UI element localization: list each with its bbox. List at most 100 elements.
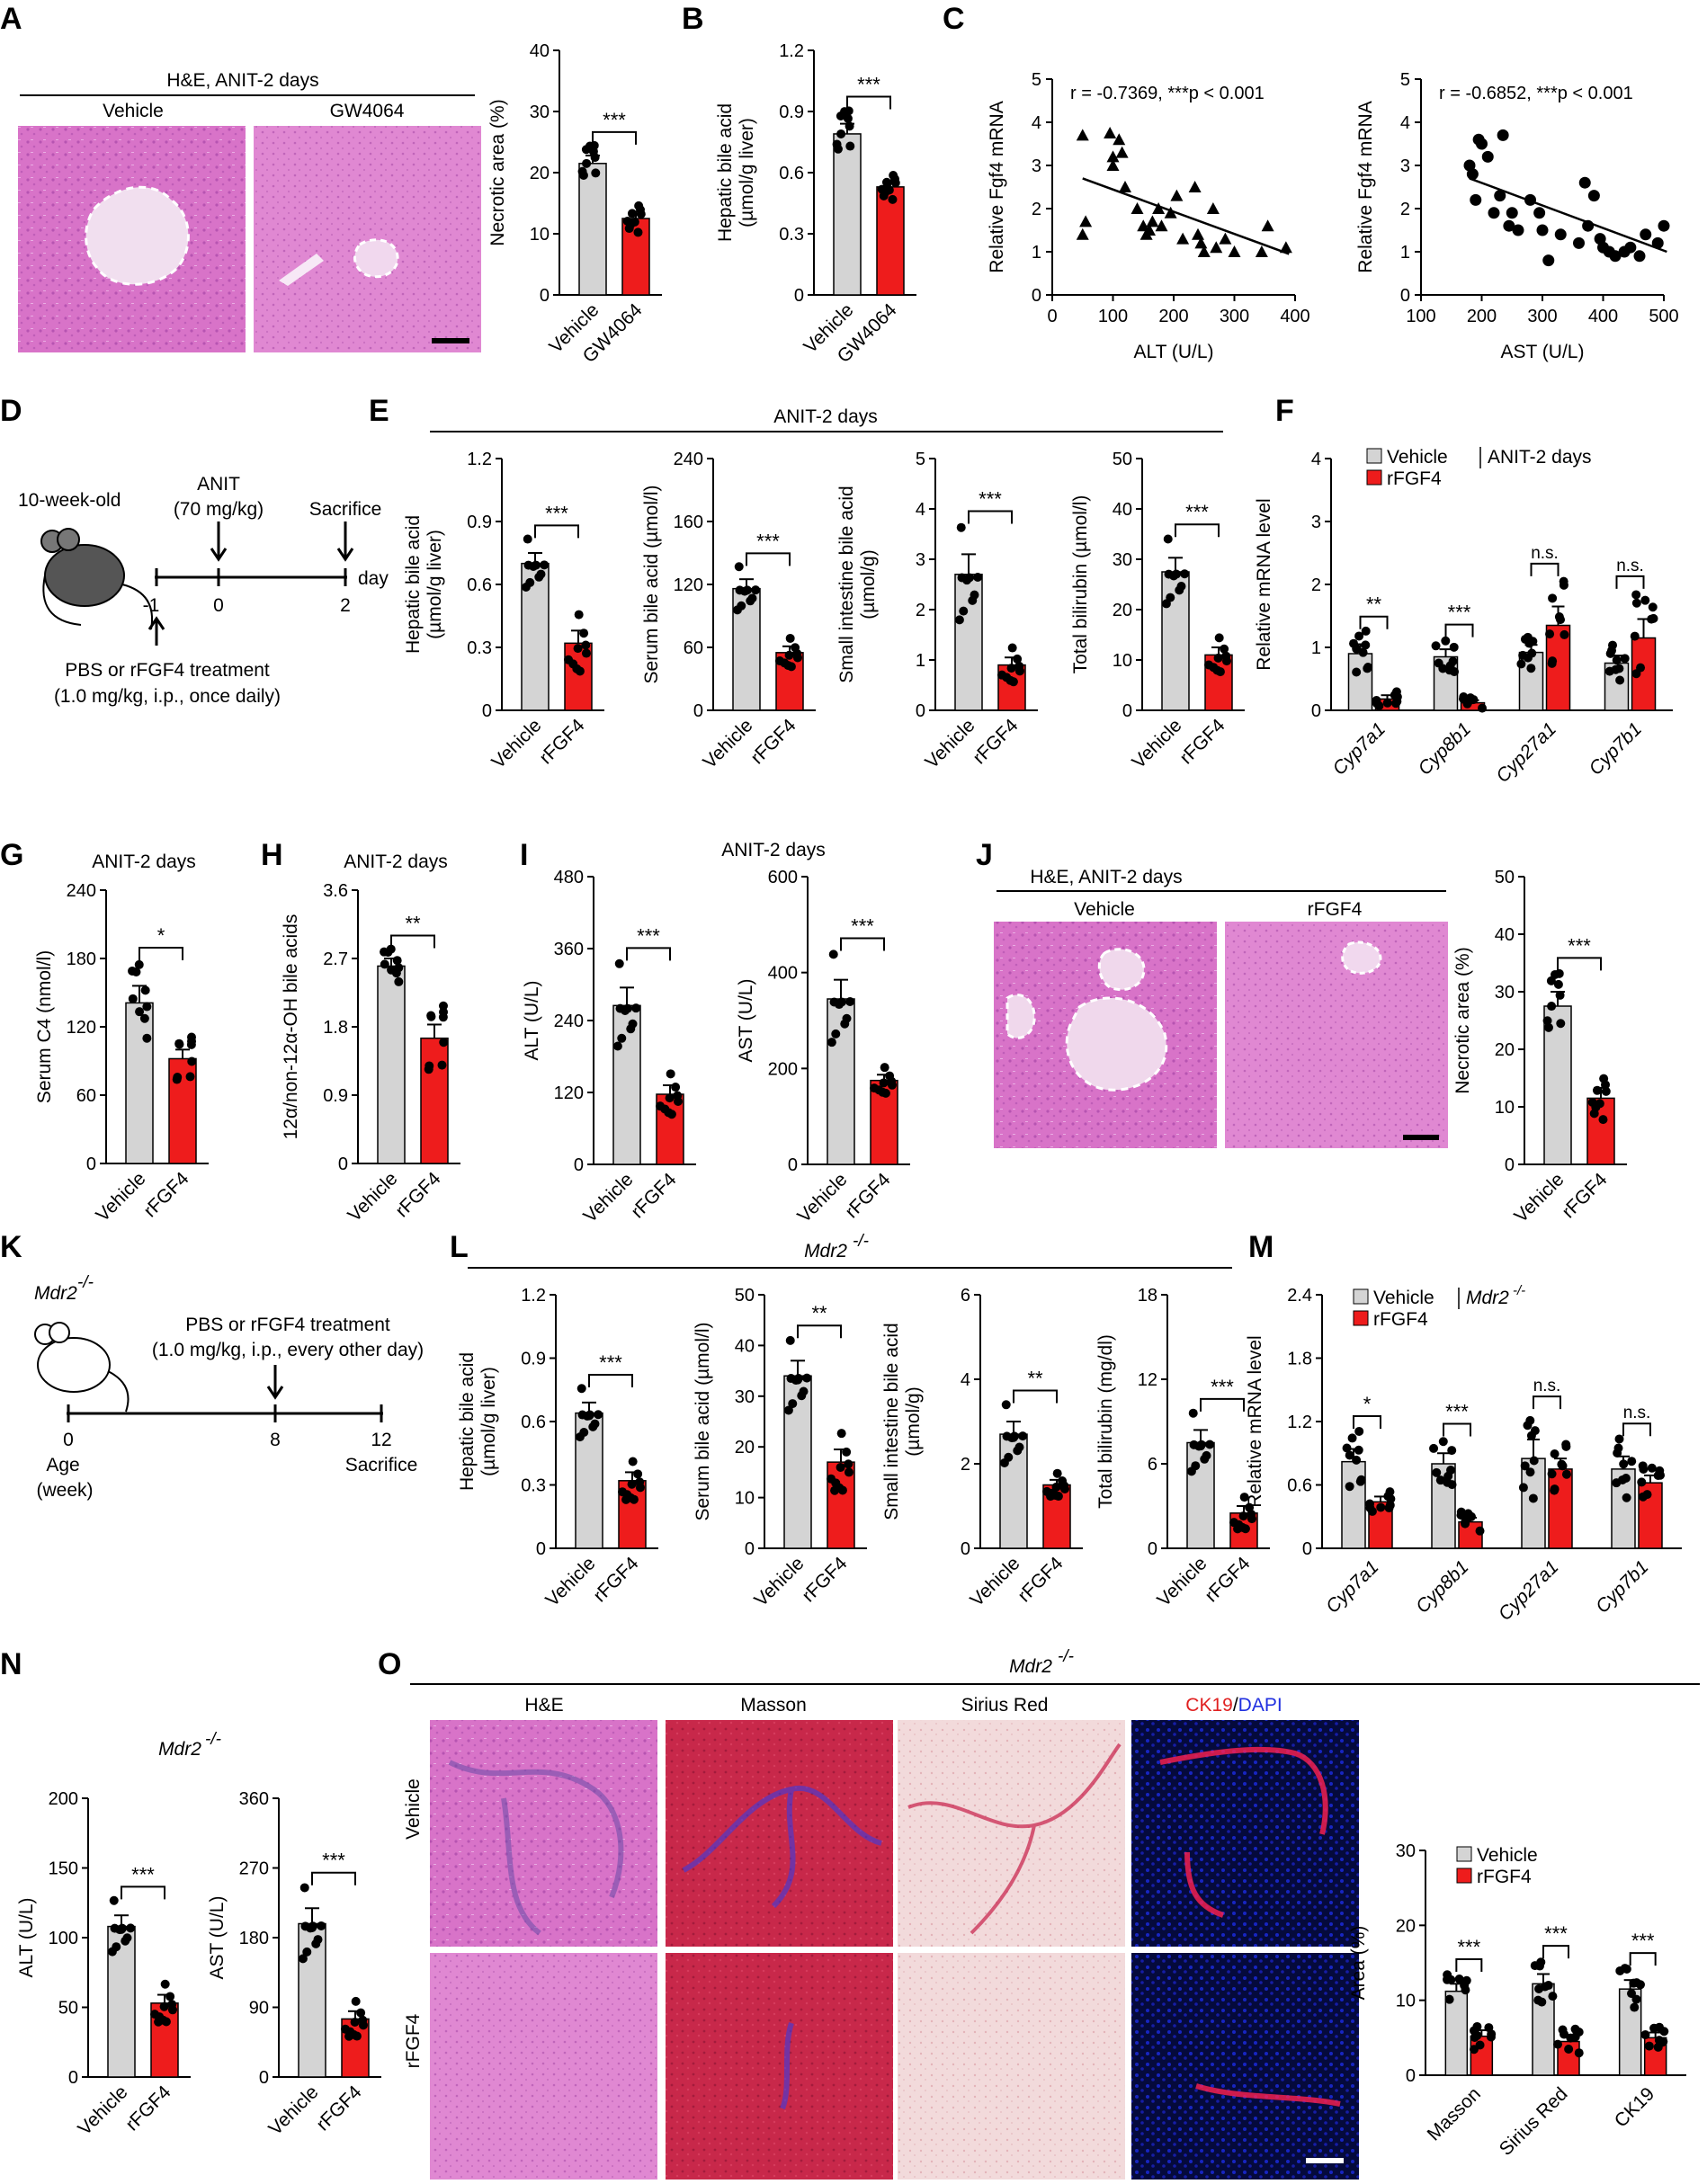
data-point [150, 2010, 160, 2019]
data-point [302, 1947, 312, 1957]
significance-bracket [968, 510, 1013, 524]
data-point [1554, 228, 1567, 241]
data-point [1358, 647, 1368, 657]
y-tick-label: 2 [961, 1455, 970, 1475]
y-tick-label: 270 [239, 1859, 269, 1879]
treatment-dose-label: (1.0 mg/kg, i.p., once daily) [54, 686, 281, 707]
category-label: rFGF4 [312, 2081, 365, 2135]
significance-label: *** [599, 1351, 622, 1374]
data-point [1528, 1493, 1538, 1503]
y-tick-label: 160 [674, 513, 703, 532]
legend-note-sup: -/- [1513, 1283, 1525, 1298]
data-point [1352, 1455, 1362, 1465]
y-tick-label: 240 [554, 1012, 584, 1031]
panel-o-header-text: Mdr2 [1009, 1656, 1052, 1677]
day-unit-label: day [358, 568, 389, 589]
data-point [1631, 598, 1641, 608]
age-unit-label: (week) [36, 1480, 93, 1501]
category-label: Vehicle [92, 1168, 149, 1226]
significance-bracket [588, 1374, 633, 1388]
category-label: Vehicle [750, 1553, 808, 1610]
significance-bracket [797, 1324, 842, 1339]
y-tick-label: 0.9 [779, 103, 804, 122]
treatment-dose-label: (1.0 mg/kg, i.p., every other day) [152, 1340, 424, 1360]
y-tick-label: 12 [1138, 1370, 1157, 1390]
data-point [612, 1041, 622, 1051]
y-tick-label: 30 [735, 1387, 755, 1407]
significance-label: ** [405, 912, 421, 934]
bar [1543, 1005, 1572, 1165]
y-tick-label: 10 [530, 225, 550, 245]
category-label: Cyp7a1 [1329, 718, 1390, 779]
data-point [1525, 1467, 1535, 1477]
x-tick-label: 400 [1588, 307, 1618, 326]
bar [377, 965, 406, 1164]
y-tick-label: 0 [1032, 286, 1041, 306]
bar [298, 1922, 326, 2078]
data-point [1219, 232, 1232, 245]
data-point [1555, 990, 1565, 1000]
trend-line [1082, 177, 1290, 255]
y-tick-label: 0 [745, 1539, 755, 1559]
bar [1341, 1460, 1366, 1549]
data-point [628, 1019, 638, 1029]
data-point [308, 1922, 317, 1932]
data-point [1487, 2029, 1497, 2039]
data-point [317, 1921, 326, 1930]
data-point [845, 997, 855, 1007]
data-point [836, 997, 846, 1007]
bar [833, 133, 862, 296]
data-point [1542, 254, 1555, 267]
data-point [1649, 2023, 1659, 2033]
data-point [1649, 613, 1658, 623]
fibrosis-septa [448, 1760, 624, 1936]
significance-bracket [390, 934, 435, 949]
anit-dose-label: (70 mg/kg) [174, 499, 264, 520]
data-point [622, 216, 632, 226]
y-tick-label: 0 [1400, 286, 1410, 306]
data-point [126, 1923, 136, 1933]
panel-j-header: H&E, ANIT-2 days [1030, 867, 1182, 887]
data-point [1007, 643, 1017, 653]
data-point [1640, 595, 1650, 605]
bar [1545, 624, 1571, 711]
data-point [1361, 640, 1371, 650]
legend-swatch [1456, 1846, 1472, 1862]
data-point [1228, 245, 1241, 257]
timeline-tick-label: -1 [143, 595, 160, 616]
y-tick-label: 480 [554, 868, 584, 887]
bar-chart-l3: Small intestine bile acid (µmol/g) 0 2 4 6 Veh… [881, 1286, 1083, 1610]
data-point [1556, 615, 1566, 625]
y-tick-label: 6 [961, 1286, 970, 1306]
y-tick-label: 1 [1311, 638, 1321, 658]
data-point [591, 168, 601, 178]
data-point [1554, 968, 1564, 978]
y-tick-label: 1 [916, 651, 925, 671]
category-label: rFGF4 [841, 1169, 894, 1222]
data-point [1367, 1506, 1377, 1516]
bar-chart-l2: Serum bile acid (µmol/l) 0 10 20 30 40 50 Vehic… [693, 1286, 867, 1610]
panel-label-b: B [682, 2, 704, 36]
data-point [1363, 662, 1373, 672]
y-tick-label: 240 [674, 450, 703, 469]
data-point [1470, 2026, 1479, 2036]
data-point [836, 129, 846, 138]
data-point [784, 650, 794, 660]
data-point [792, 653, 802, 663]
significance-bracket [1615, 575, 1645, 589]
significance-label: *** [1544, 1922, 1568, 1945]
timeline-tick-label: 8 [270, 1430, 281, 1450]
data-point [134, 959, 144, 969]
data-point [1587, 190, 1600, 202]
y-tick-label: 200 [49, 1789, 78, 1809]
data-point [1526, 1431, 1536, 1440]
sirius-vehicle-image [898, 1720, 1125, 1947]
panel-g-header: ANIT-2 days [92, 851, 196, 872]
data-point [1560, 629, 1569, 639]
category-label: Cyp27a1 [1492, 718, 1560, 787]
data-point [1143, 224, 1156, 236]
data-point [1014, 666, 1024, 676]
y-tick-label: 50 [735, 1286, 755, 1306]
category-label: rFGF4 [1175, 715, 1229, 768]
data-point [1191, 1461, 1201, 1471]
